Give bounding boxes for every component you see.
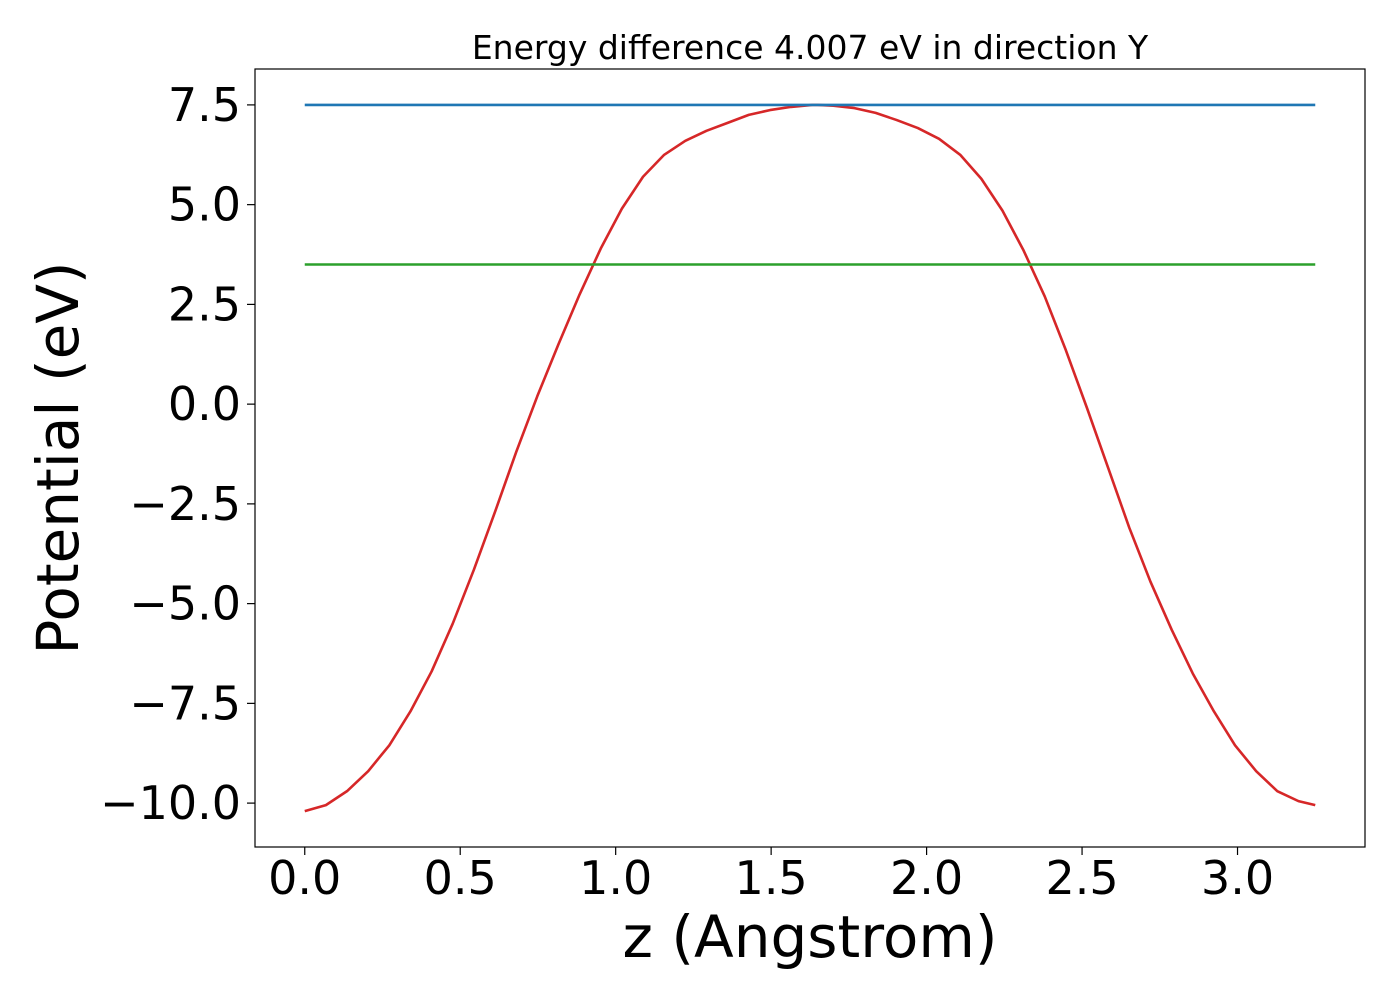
y-tick-label: 0.0 (168, 377, 241, 431)
y-tick-label: −5.0 (129, 577, 241, 631)
x-tick-label: 2.5 (1045, 851, 1118, 905)
x-tick-label: 3.0 (1201, 851, 1274, 905)
y-tick-label: −7.5 (129, 676, 241, 730)
x-axis-label: z (Angstrom) (623, 903, 998, 971)
x-tick-label: 0.5 (424, 851, 497, 905)
x-tick-label: 0.0 (268, 851, 341, 905)
series-line-0 (304, 103, 1316, 813)
y-tick-label: 2.5 (168, 277, 241, 331)
x-tick-label: 1.0 (579, 851, 652, 905)
plot-area: 0.0 0.5 1.0 1.5 2.0 2.5 3.0 7.5 5.0 2.5 0.0 −2.5 −5.… (100, 68, 1366, 905)
y-tick-label: −10.0 (100, 776, 241, 830)
x-tick-label: 2.0 (890, 851, 963, 905)
y-tick-label: −2.5 (129, 477, 241, 531)
plot-frame (254, 68, 1366, 848)
y-tick-label: 7.5 (168, 78, 241, 132)
y-tick-label: 5.0 (168, 178, 241, 232)
chart-title: Energy difference 4.007 eV in direction … (472, 28, 1149, 67)
x-tick-label: 1.5 (735, 851, 808, 905)
y-axis-label: Potential (eV) (24, 261, 92, 654)
